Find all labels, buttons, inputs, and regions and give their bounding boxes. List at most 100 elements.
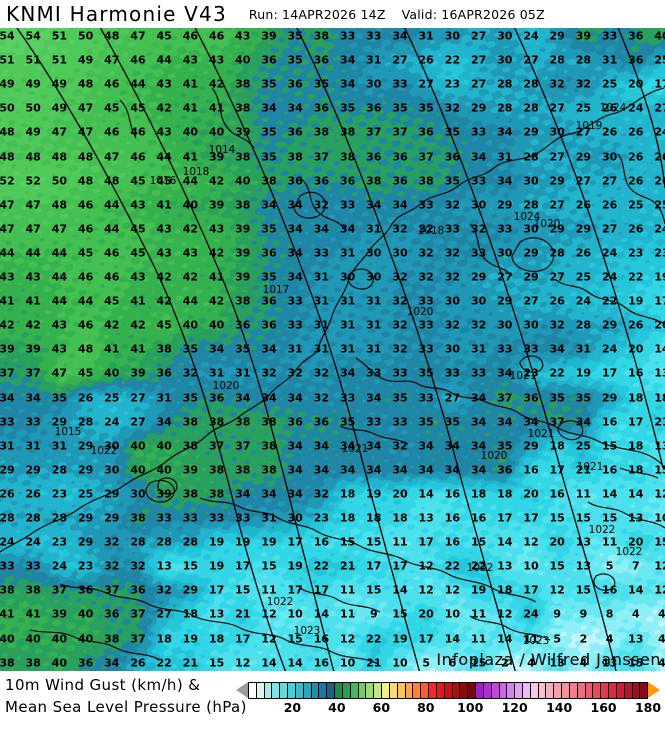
isobar-label: 1022 (466, 561, 494, 574)
gust-value: 28 (25, 511, 41, 525)
gust-value: 27 (156, 607, 172, 621)
gust-value: 51 (0, 53, 15, 67)
gust-value: 33 (313, 246, 330, 260)
gust-value: 29 (601, 391, 618, 404)
gust-value: 33 (366, 29, 382, 43)
gust-value: 16 (601, 583, 618, 597)
gust-value: 23 (654, 246, 665, 260)
gust-value: 12 (444, 583, 461, 597)
gust-value: 24 (25, 535, 41, 549)
gust-value: 17 (601, 366, 618, 380)
colorbar-cell (522, 683, 531, 698)
gust-value: 24 (51, 559, 68, 573)
gust-value: 33 (470, 246, 487, 260)
gust-value: 31 (51, 439, 68, 453)
gust-value: 34 (392, 29, 408, 43)
gust-value: 39 (208, 198, 225, 212)
gust-value: 30 (444, 342, 461, 356)
gust-value: 13 (628, 632, 644, 645)
coastline (617, 153, 665, 225)
gust-value: 36 (366, 101, 382, 115)
colorbar-cell (335, 683, 343, 698)
gust-value: 4 (605, 632, 614, 645)
gust-value: 38 (261, 415, 277, 429)
gust-value: 39 (235, 222, 251, 236)
gust-value: 31 (0, 439, 15, 453)
isobar-label: 1018 (417, 224, 445, 237)
gust-value: 29 (497, 198, 513, 212)
gust-value: 36 (497, 463, 513, 477)
gust-value: 34 (497, 174, 513, 188)
gust-value: 5 (422, 656, 431, 670)
isobar-label: 1019 (575, 119, 603, 132)
gust-value: 32 (392, 222, 408, 236)
gust-value: 34 (339, 366, 356, 380)
gust-value: 37 (104, 583, 120, 597)
gust-value: 30 (366, 246, 382, 260)
gust-value: 17 (235, 559, 251, 573)
gust-value: 42 (208, 174, 225, 188)
gust-value: 44 (77, 294, 94, 308)
gust-value: 38 (235, 198, 251, 212)
gust-value: 9 (369, 607, 378, 621)
gust-value: 13 (575, 559, 592, 573)
gust-value: 45 (104, 294, 120, 308)
gust-value: 26 (628, 150, 644, 163)
gust-value: 34 (287, 222, 303, 236)
gust-value: 48 (77, 342, 94, 356)
gust-value: 30 (497, 318, 513, 332)
gust-value: 14 (261, 656, 277, 670)
gust-value: 33 (470, 174, 487, 188)
gust-value: 40 (51, 632, 68, 645)
colorbar-cell (499, 683, 508, 698)
gust-value: 2 (579, 632, 588, 645)
gust-value: 41 (0, 607, 15, 621)
gust-value: 40 (654, 29, 665, 43)
gust-value: 20 (628, 535, 644, 549)
gust-value: 37 (208, 439, 225, 453)
map-overlay-vectors (0, 28, 665, 671)
gust-value: 29 (77, 511, 94, 525)
gust-value: 38 (235, 294, 251, 308)
weather-map[interactable]: 54 54 51 50 48 47 45 46 46 43 39 35 38 33 33 34 31 30 27 30… (0, 28, 665, 671)
gust-value: 42 (104, 318, 120, 332)
colorbar-tick: 160 (590, 700, 617, 715)
gust-value: 15 (287, 632, 303, 645)
gust-value: 34 (339, 222, 356, 236)
gust-value: 35 (182, 391, 199, 404)
gust-value: 16 (523, 463, 539, 477)
gust-value: 17 (654, 294, 665, 308)
gust-value: 26 (601, 198, 618, 212)
gust-value: 31 (313, 318, 330, 332)
coastline (355, 357, 665, 469)
gust-value: 26 (654, 174, 665, 188)
gust-value: 27 (418, 77, 434, 91)
colorbar-cell (562, 683, 570, 698)
gust-value: 44 (51, 270, 68, 284)
gust-value: 17 (235, 632, 251, 645)
gust-value: 35 (261, 222, 277, 236)
coastline-paths (0, 87, 665, 665)
gust-value: 12 (523, 535, 539, 549)
gust-value: 40 (130, 439, 146, 453)
gust-value: 43 (156, 125, 172, 139)
gust-value: 45 (130, 174, 146, 188)
gust-value: 12 (418, 583, 434, 597)
gust-value: 29 (523, 246, 539, 260)
gust-value: 32 (313, 366, 330, 380)
gust-value: 26 (601, 125, 618, 139)
gust-value: 38 (235, 77, 251, 91)
gust-value: 34 (261, 101, 277, 115)
gust-value: 12 (549, 583, 565, 597)
gust-value: 27 (523, 53, 539, 67)
gust-value: 34 (287, 246, 303, 260)
coastline (317, 203, 421, 351)
gust-value: 33 (418, 294, 434, 308)
gust-value: 26 (628, 174, 644, 188)
gust-value: 10 (444, 607, 461, 621)
gust-value: 48 (51, 150, 68, 163)
gust-value: 28 (51, 511, 68, 525)
gust-value: 20 (523, 487, 539, 501)
isobar-label: 1022 (90, 444, 118, 457)
gust-value: 16 (313, 632, 330, 645)
